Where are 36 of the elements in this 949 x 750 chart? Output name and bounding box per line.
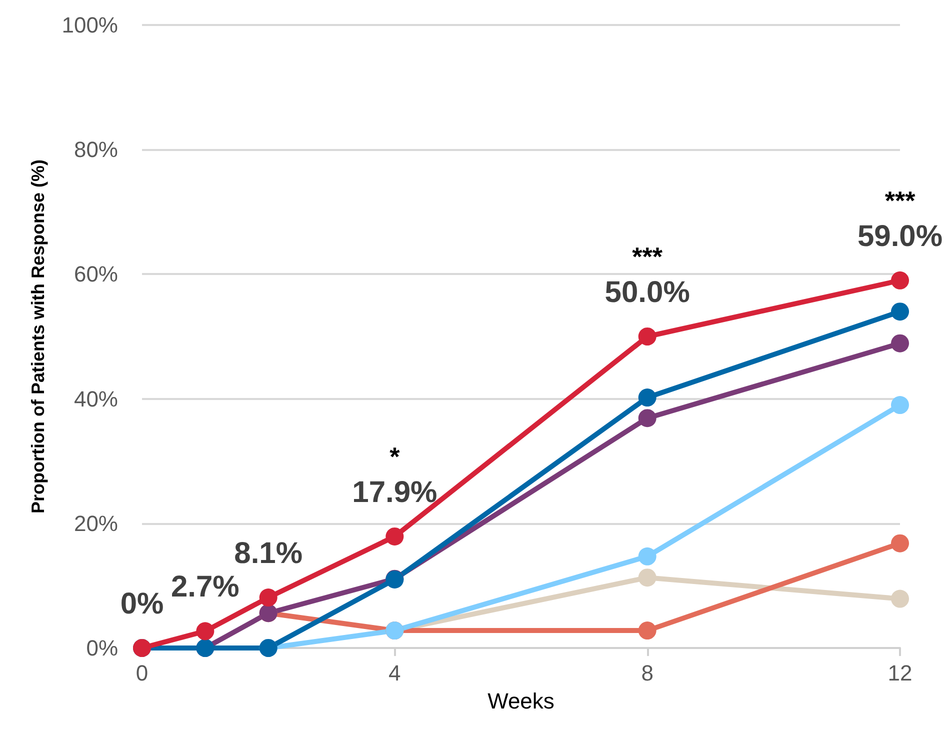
point [386,527,404,546]
point [891,302,909,321]
x-tick-label: 8 [641,660,654,686]
y-tick-label: 60% [74,262,118,287]
point [891,271,909,290]
y-tick-label: 20% [74,510,118,536]
x-tick-label: 0 [136,660,148,686]
data-label: 2.7% [170,570,240,604]
point [638,568,656,587]
point [891,590,909,608]
point [196,622,214,640]
x-tick-label: 4 [388,660,401,686]
annotation: *** [884,185,916,216]
point [638,547,656,566]
y-axis-title: Proportion of Patients with Response (%) [28,159,48,514]
point [638,622,656,640]
data-label: 50.0% [604,276,690,309]
point [638,409,656,428]
y-tick-label: 100% [62,12,118,38]
point [891,396,909,414]
data-label: 17.9% [352,476,438,509]
x-tick-label: 12 [888,660,912,686]
y-tick-label: 0% [86,636,118,660]
y-tick-label: 40% [74,386,118,412]
annotation: * [390,441,401,472]
point [638,328,656,346]
data-label: 8.1% [234,537,303,570]
point [891,334,909,352]
point [891,534,909,552]
point [638,388,656,407]
annotation: *** [632,242,664,272]
data-label: 0% [120,588,164,620]
point [259,588,278,607]
y-tick-label: 80% [74,137,118,162]
data-label: 59.0% [857,220,943,253]
x-axis-title: Weeks [488,688,554,714]
